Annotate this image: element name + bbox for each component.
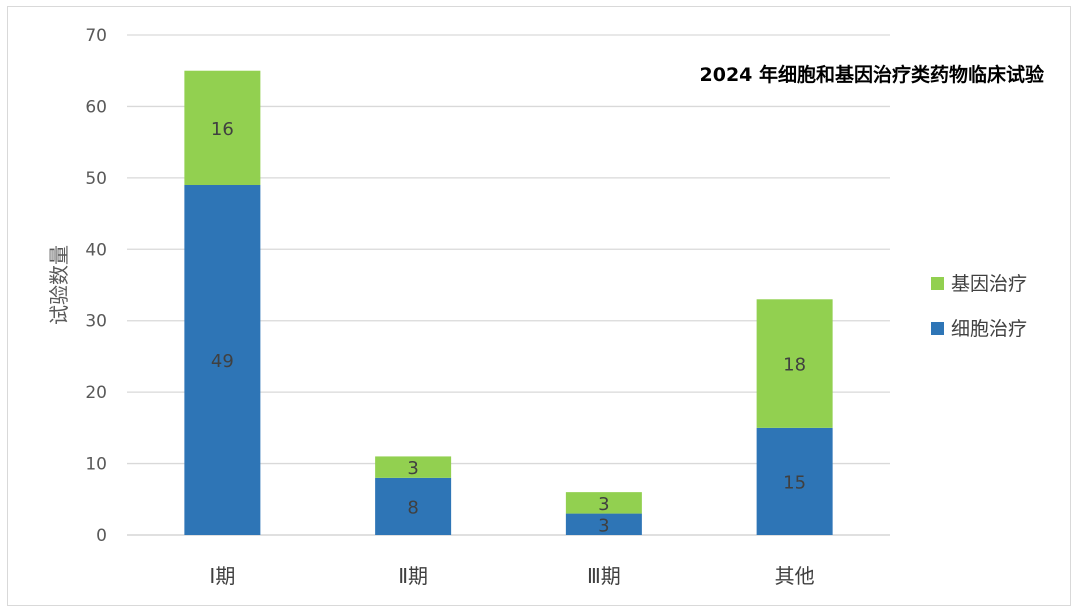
y-tick-label: 70 [85, 26, 107, 46]
bar-segment [756, 427, 833, 535]
bar-segment [375, 456, 452, 478]
chart-title: 2024 年细胞和基因治疗类药物临床试验 [700, 63, 1045, 86]
x-tick-label: Ⅰ期 [209, 564, 235, 588]
x-tick-label: Ⅱ期 [398, 564, 428, 588]
legend-label: 细胞治疗 [951, 318, 1027, 340]
bars [184, 70, 833, 535]
x-tick-label: 其他 [775, 564, 815, 588]
y-tick-label: 10 [85, 455, 107, 475]
bar-value-label: 3 [598, 494, 609, 515]
y-tick-label: 0 [96, 526, 107, 546]
bar-value-label: 15 [783, 472, 806, 493]
x-tick-label: Ⅲ期 [587, 564, 621, 588]
bar-value-label: 16 [211, 119, 234, 140]
legend-label: 基因治疗 [951, 273, 1027, 295]
bar-segment [565, 513, 642, 535]
bar-value-label: 3 [407, 458, 418, 479]
y-axis-title: 试验数量 [47, 245, 71, 325]
y-axis-ticks: 0 10 20 30 40 50 60 70 [85, 26, 107, 546]
bar-segment [756, 299, 833, 428]
y-tick-label: 30 [85, 312, 107, 332]
bar-value-label: 49 [211, 351, 234, 372]
y-tick-label: 60 [85, 97, 107, 117]
x-axis-ticks: Ⅰ期 Ⅱ期 Ⅲ期 其他 [209, 564, 814, 588]
bar-segment [375, 477, 452, 535]
legend-swatch [931, 322, 944, 335]
y-tick-label: 50 [85, 169, 107, 189]
legend-swatch [931, 277, 944, 290]
bar-segment [184, 70, 261, 185]
y-tick-label: 20 [85, 383, 107, 403]
bar-value-label: 3 [598, 515, 609, 536]
bar-value-label: 8 [407, 497, 418, 518]
bar-value-label: 18 [783, 355, 806, 376]
bar-segment [565, 492, 642, 514]
bar-segment [184, 185, 261, 535]
y-tick-label: 40 [85, 240, 107, 260]
